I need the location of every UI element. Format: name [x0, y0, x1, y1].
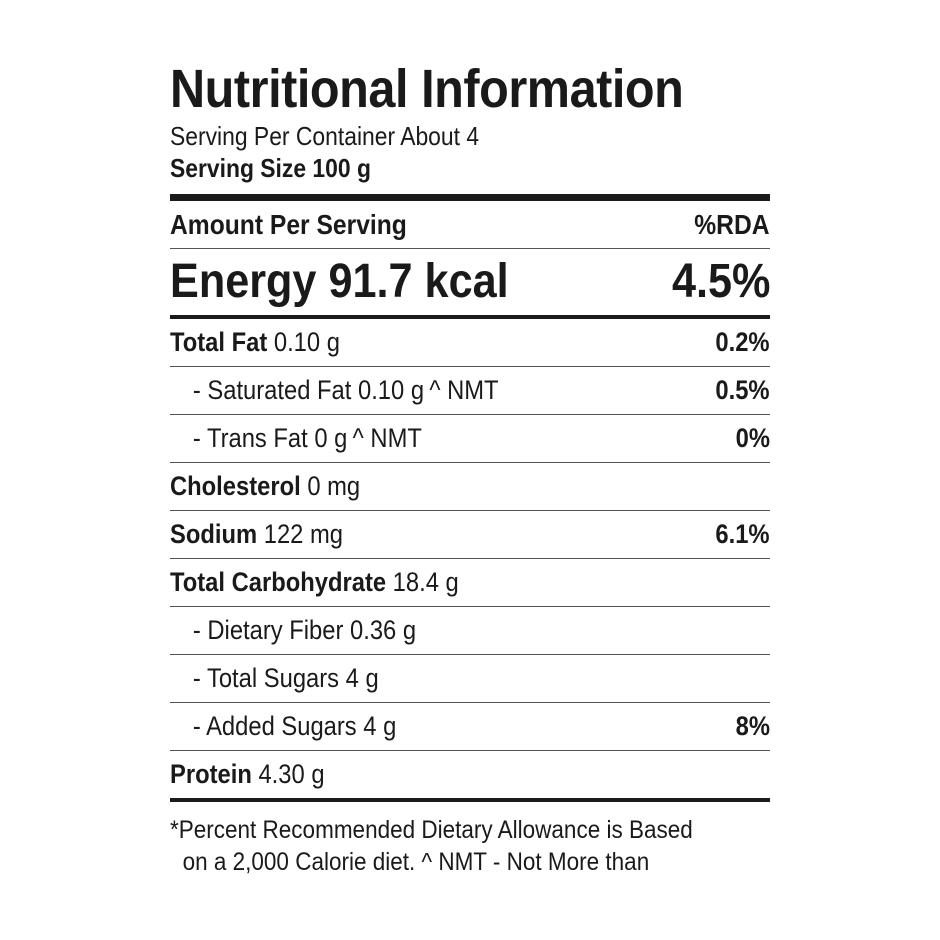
nutrient-text: Total Fat 0.10 g	[170, 319, 340, 366]
divider	[170, 366, 770, 367]
divider-medium	[170, 798, 770, 802]
nutrient-amount: 0 g	[314, 423, 348, 453]
nutrient-name: Total Fat	[170, 327, 268, 357]
nutrient-amount: 18.4 g	[392, 567, 459, 597]
divider	[170, 750, 770, 751]
nutrient-amount: 0.10 g	[357, 375, 425, 405]
divider	[170, 702, 770, 703]
nutrient-text: Sodium 122 mg	[170, 511, 343, 558]
energy-rda: 4.5%	[671, 255, 770, 308]
nutrient-name: Total Carbohydrate	[170, 567, 387, 597]
divider	[170, 654, 770, 655]
footnote-line-1: *Percent Recommended Dietary Allowance i…	[170, 816, 693, 844]
nutrient-rda: 0%	[735, 423, 770, 453]
amount-per-serving-label: Amount Per Serving	[170, 209, 407, 240]
nutrient-text: Total Carbohydrate 18.4 g	[170, 559, 459, 606]
nutrient-row-trans-fat: - Trans Fat 0 g ^ NMT 0%	[170, 415, 770, 462]
nutrient-name: - Saturated Fat	[192, 375, 352, 405]
label-title: Nutritional Information	[170, 59, 684, 119]
footnote: *Percent Recommended Dietary Allowance i…	[170, 814, 710, 878]
nutrient-amount: 4 g	[345, 663, 379, 693]
nutrient-text: Cholesterol 0 mg	[170, 463, 360, 510]
nutrition-label: Nutritional Information Serving Per Cont…	[170, 58, 770, 878]
amount-per-serving-header: Amount Per Serving %RDA	[170, 201, 770, 248]
nutrient-text: - Total Sugars 4 g	[170, 655, 379, 702]
servings-per-container: Serving Per Container About 4	[170, 121, 480, 151]
nutrient-name: Cholesterol	[170, 471, 301, 501]
divider	[170, 248, 770, 249]
divider-medium	[170, 315, 770, 319]
nutrient-amount: 0 mg	[307, 471, 361, 501]
nutrient-text: Protein 4.30 g	[170, 751, 325, 798]
nutrient-amount: 4 g	[363, 711, 397, 741]
nutrient-name: - Total Sugars	[192, 663, 340, 693]
nutrient-rda: 0.5%	[715, 375, 770, 405]
nmt-note: ^ NMT	[429, 375, 499, 405]
nutrient-text: - Trans Fat 0 g ^ NMT	[170, 415, 425, 462]
nutrient-row-added-sugars: - Added Sugars 4 g 8%	[170, 703, 770, 750]
footnote-line-2: on a 2,000 Calorie diet. ^ NMT - Not Mor…	[182, 848, 650, 876]
nutrient-row-dietary-fiber: - Dietary Fiber 0.36 g	[170, 607, 770, 654]
nutrient-name: Sodium	[170, 519, 258, 549]
energy-row: Energy 91.7 kcal 4.5%	[170, 249, 770, 315]
nutrient-amount: 122 mg	[263, 519, 343, 549]
nmt-note: ^ NMT	[352, 423, 422, 453]
divider	[170, 462, 770, 463]
nutrient-name: - Trans Fat	[192, 423, 308, 453]
nutrient-row-total-carbohydrate: Total Carbohydrate 18.4 g	[170, 559, 770, 606]
nutrient-row-total-sugars: - Total Sugars 4 g	[170, 655, 770, 702]
nutrient-amount: 0.36 g	[350, 615, 417, 645]
nutrient-name: Protein	[170, 759, 252, 789]
nutrient-name: - Dietary Fiber	[192, 615, 344, 645]
rda-header-label: %RDA	[694, 209, 770, 240]
nutrient-row-sodium: Sodium 122 mg 6.1%	[170, 511, 770, 558]
divider	[170, 606, 770, 607]
nutrient-row-cholesterol: Cholesterol 0 mg	[170, 463, 770, 510]
nutrient-rda: 6.1%	[715, 519, 770, 549]
nutrient-rda: 0.2%	[715, 327, 770, 357]
nutrient-text: - Added Sugars 4 g	[170, 703, 396, 750]
energy-label: Energy 91.7 kcal	[170, 255, 509, 308]
nutrient-rda: 8%	[735, 711, 770, 741]
divider-thick	[170, 194, 770, 201]
divider	[170, 414, 770, 415]
divider	[170, 510, 770, 511]
nutrient-text: - Saturated Fat 0.10 g ^ NMT	[170, 367, 502, 414]
nutrient-amount: 4.30 g	[258, 759, 325, 789]
divider	[170, 558, 770, 559]
nutrient-text: - Dietary Fiber 0.36 g	[170, 607, 416, 654]
nutrient-row-protein: Protein 4.30 g	[170, 751, 770, 798]
serving-size: Serving Size 100 g	[170, 153, 371, 183]
nutrient-row-saturated-fat: - Saturated Fat 0.10 g ^ NMT 0.5%	[170, 367, 770, 414]
nutrient-row-total-fat: Total Fat 0.10 g 0.2%	[170, 319, 770, 366]
nutrient-name: - Added Sugars	[192, 711, 357, 741]
nutrient-amount: 0.10 g	[273, 327, 340, 357]
